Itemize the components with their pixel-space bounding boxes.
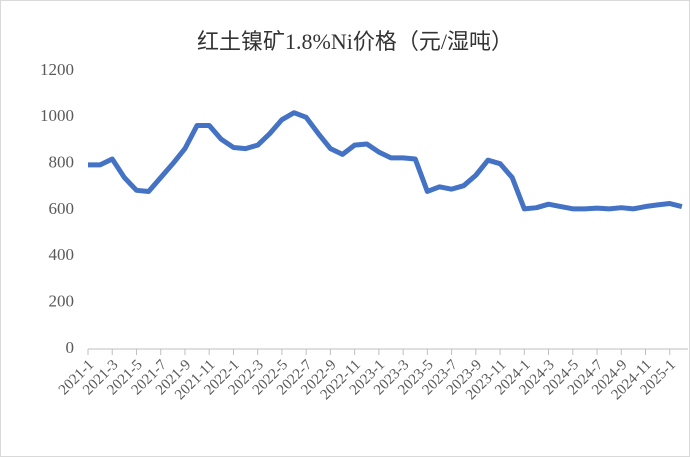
y-tick-label: 1000 bbox=[40, 106, 74, 125]
chart-title: 红土镍矿1.8%Ni价格（元/湿吨） bbox=[197, 29, 513, 54]
y-tick-label: 800 bbox=[49, 153, 75, 172]
y-tick-label: 600 bbox=[49, 199, 75, 218]
y-tick-label: 1200 bbox=[40, 60, 74, 79]
price-line bbox=[88, 110, 683, 212]
y-tick-label: 0 bbox=[66, 338, 75, 357]
y-tick-label: 400 bbox=[49, 245, 75, 264]
y-tick-label: 200 bbox=[49, 292, 75, 311]
